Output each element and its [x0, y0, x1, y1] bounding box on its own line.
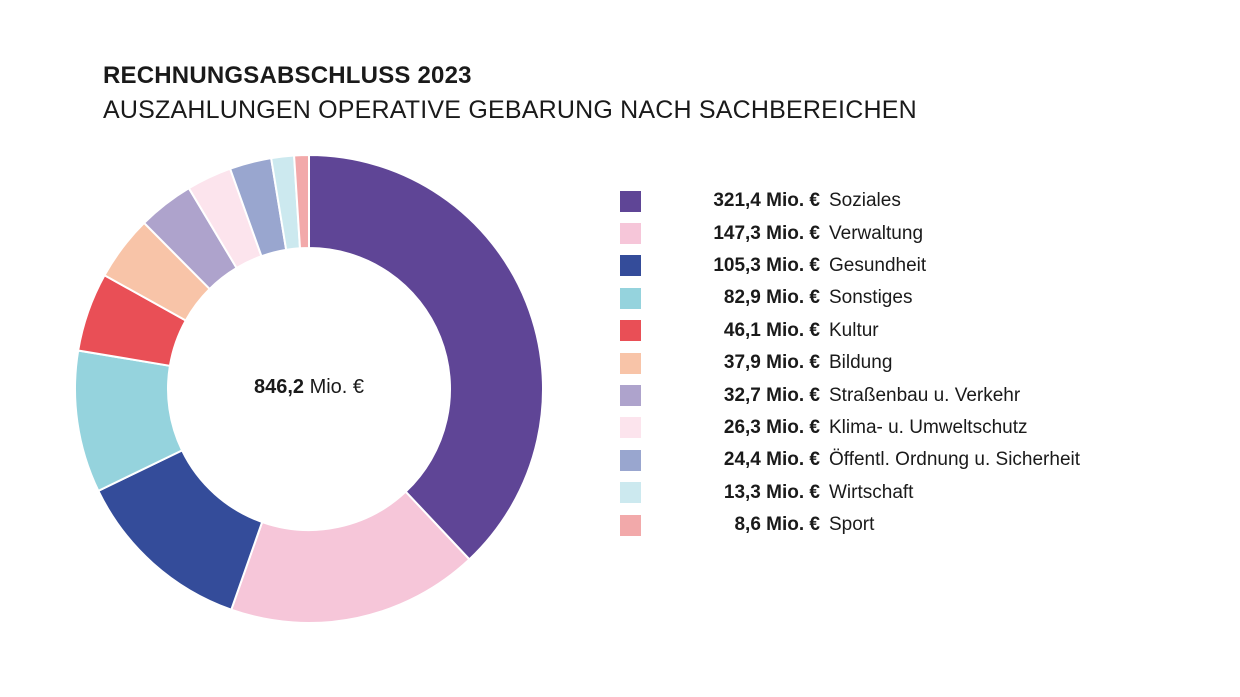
- legend-label: Sonstiges: [829, 287, 913, 309]
- legend-value: 13,3 Mio. €: [723, 481, 820, 503]
- legend-label: Gesundheit: [829, 254, 927, 276]
- legend-value: 32,7 Mio. €: [723, 384, 820, 406]
- legend-value: 8,6 Mio. €: [734, 514, 820, 536]
- legend-item: 26,3 Mio. € Klima- u. Umweltschutz: [620, 412, 1080, 444]
- legend-value: 24,4 Mio. €: [723, 449, 820, 471]
- legend-value: 105,3 Mio. €: [713, 254, 820, 276]
- legend-item: 37,9 Mio. € Bildung: [620, 347, 1080, 379]
- legend-swatch: [620, 514, 641, 536]
- legend-value: 26,3 Mio. €: [723, 416, 820, 438]
- legend-label: Soziales: [829, 190, 901, 212]
- legend-label: Öffentl. Ordnung u. Sicherheit: [829, 449, 1081, 471]
- legend-value: 82,9 Mio. €: [723, 287, 820, 309]
- legend-item: 8,6 Mio. € Sport: [620, 509, 1080, 541]
- legend-label: Kultur: [829, 319, 879, 341]
- legend-item: 82,9 Mio. € Sonstiges: [620, 282, 1080, 314]
- donut-slice-0: [308, 153, 544, 561]
- donut-slice-1: [230, 490, 471, 624]
- legend-item: 46,1 Mio. € Kultur: [620, 315, 1080, 347]
- legend-swatch: [620, 287, 641, 309]
- legend-swatch: [620, 320, 641, 342]
- legend-item: 32,7 Mio. € Straßenbau u. Verkehr: [620, 379, 1080, 411]
- legend-label: Sport: [829, 514, 875, 536]
- legend-label: Bildung: [829, 352, 893, 374]
- legend-label: Verwaltung: [829, 222, 924, 244]
- legend-swatch: [620, 223, 641, 245]
- legend-item: 321,4 Mio. € Soziales: [620, 185, 1080, 217]
- legend-value: 147,3 Mio. €: [713, 222, 820, 244]
- chart-title: RECHNUNGSABSCHLUSS 2023: [103, 62, 472, 89]
- legend-value: 321,4 Mio. €: [713, 190, 820, 212]
- legend-swatch: [620, 352, 641, 374]
- legend-value: 46,1 Mio. €: [723, 319, 820, 341]
- legend-item: 105,3 Mio. € Gesundheit: [620, 250, 1080, 282]
- donut-slice-10: [293, 153, 310, 250]
- legend-item: 13,3 Mio. € Wirtschaft: [620, 477, 1080, 509]
- legend-value: 37,9 Mio. €: [723, 352, 820, 374]
- legend-swatch: [620, 190, 641, 212]
- total-value: 846,2: [253, 376, 305, 398]
- total-unit: Mio. €: [309, 376, 365, 398]
- chart-subtitle: AUSZAHLUNGEN OPERATIVE GEBARUNG NACH SAC…: [103, 96, 917, 124]
- legend-swatch: [620, 417, 641, 439]
- legend-swatch: [620, 482, 641, 504]
- legend-swatch: [620, 255, 641, 277]
- legend-swatch: [620, 449, 641, 471]
- legend-item: 24,4 Mio. € Öffentl. Ordnung u. Sicherhei…: [620, 444, 1080, 476]
- legend-label: Wirtschaft: [829, 481, 914, 503]
- legend-label: Straßenbau u. Verkehr: [829, 384, 1021, 406]
- legend-label: Klima- u. Umweltschutz: [829, 416, 1028, 438]
- legend-item: 147,3 Mio. € Verwaltung: [620, 217, 1080, 249]
- legend-swatch: [620, 385, 641, 407]
- legend: 321,4 Mio. € Soziales 147,3 Mio. € Verwaltu…: [620, 185, 1080, 541]
- donut-total-label: 846,2 Mio. €: [209, 376, 409, 399]
- donut-chart: [74, 153, 544, 624]
